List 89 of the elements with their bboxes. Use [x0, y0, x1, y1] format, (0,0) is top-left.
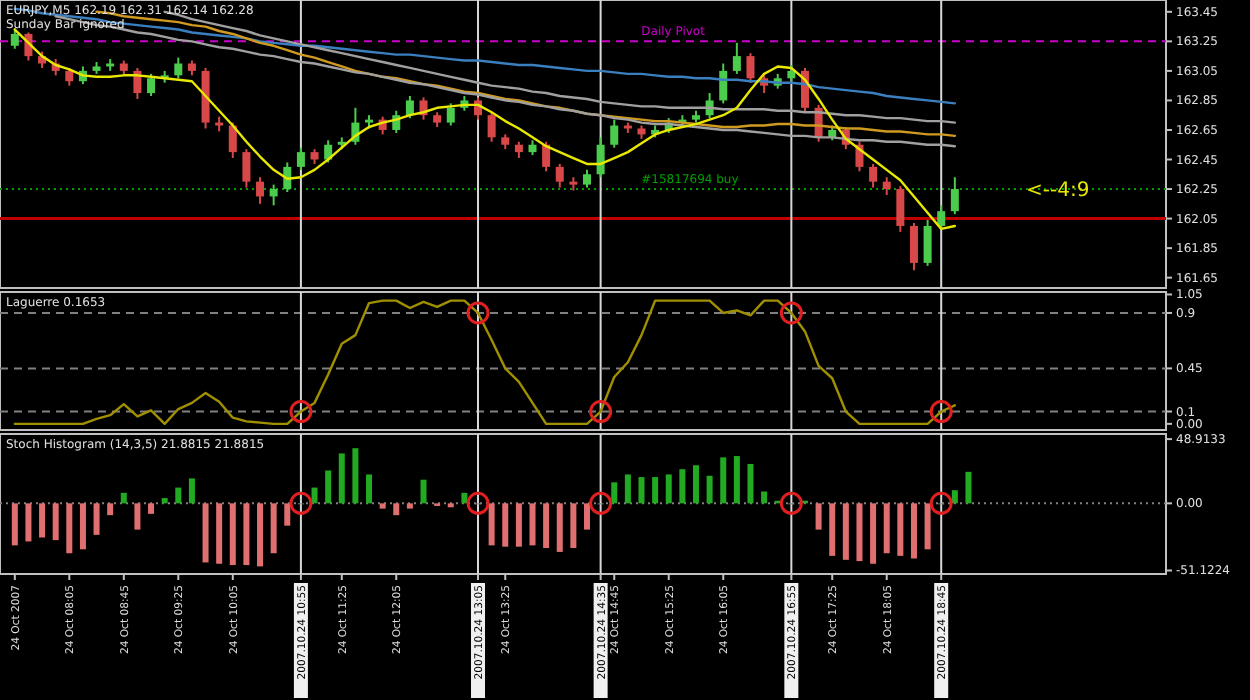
bar — [93, 503, 100, 535]
bar — [692, 465, 699, 504]
bar — [420, 479, 427, 504]
candlestick — [746, 52, 755, 84]
bar — [338, 453, 345, 504]
bar — [175, 487, 182, 504]
candlestick — [269, 183, 278, 207]
bar — [665, 474, 672, 504]
candlestick — [555, 162, 564, 189]
candlestick — [732, 41, 741, 75]
bar — [216, 503, 223, 564]
bar — [924, 503, 931, 550]
candlestick — [405, 95, 414, 120]
candlestick — [296, 146, 305, 171]
candlestick — [542, 140, 551, 173]
candlestick — [869, 162, 878, 189]
bar — [406, 503, 413, 509]
bar — [883, 503, 890, 554]
candlestick — [147, 72, 156, 97]
bar — [311, 487, 318, 504]
bar — [747, 463, 754, 504]
bar — [66, 503, 73, 554]
bar — [202, 503, 209, 563]
bar — [161, 498, 168, 504]
annotation: <--4:9 — [1026, 180, 1090, 203]
bar — [856, 503, 863, 562]
bar — [229, 503, 236, 566]
bar — [52, 503, 59, 541]
candlestick — [324, 139, 333, 164]
bar — [134, 503, 141, 530]
bar — [529, 503, 536, 546]
bar — [502, 503, 509, 547]
candlestick — [228, 121, 237, 160]
bar — [570, 503, 577, 548]
candlestick — [256, 176, 265, 205]
bar — [652, 477, 659, 504]
bar — [733, 456, 740, 504]
bar — [624, 474, 631, 504]
bar — [393, 503, 400, 516]
candlestick — [896, 185, 905, 233]
bar — [842, 503, 849, 560]
bar — [188, 478, 195, 504]
bar — [325, 470, 332, 504]
candlestick — [487, 111, 496, 143]
bar — [611, 482, 618, 504]
candlestick — [909, 222, 918, 272]
bar — [39, 503, 46, 538]
bar — [25, 503, 32, 542]
bar — [79, 503, 86, 550]
candlestick — [10, 27, 19, 50]
candlestick — [950, 176, 959, 216]
candlestick — [446, 102, 455, 127]
bar — [910, 503, 917, 559]
bar — [366, 474, 373, 504]
bar — [270, 503, 277, 554]
candlestick — [242, 148, 251, 189]
bar — [379, 503, 386, 509]
bar — [951, 490, 958, 504]
bar — [257, 503, 264, 567]
bar — [556, 503, 563, 552]
bar — [148, 503, 155, 514]
bar — [584, 503, 590, 530]
bar — [352, 448, 359, 504]
bar — [488, 503, 495, 546]
bar — [11, 503, 18, 546]
bar — [706, 475, 713, 504]
bar — [679, 469, 686, 504]
bar — [965, 471, 972, 504]
bar — [638, 477, 645, 504]
candlestick — [937, 204, 946, 230]
candlestick — [719, 62, 728, 105]
bar — [761, 491, 768, 504]
bar — [107, 503, 114, 516]
candlestick — [596, 136, 605, 179]
bar — [243, 503, 250, 566]
bar — [815, 503, 822, 530]
candlestick — [174, 56, 183, 80]
bar — [720, 457, 727, 504]
bar — [870, 503, 877, 564]
candlestick — [610, 118, 619, 149]
line-series — [13, 28, 957, 231]
bar — [829, 503, 836, 556]
bar — [515, 503, 522, 547]
bar — [284, 503, 291, 526]
bar — [543, 503, 550, 548]
bar — [120, 492, 127, 504]
bar — [897, 503, 904, 556]
candlestick — [923, 219, 932, 267]
bar — [461, 492, 468, 504]
